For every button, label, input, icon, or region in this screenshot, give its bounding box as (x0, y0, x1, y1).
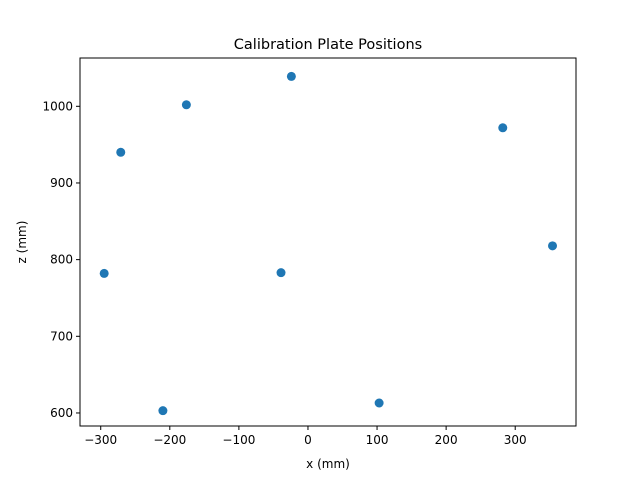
x-tick-label: −300 (84, 433, 117, 447)
data-point (548, 241, 558, 251)
data-point (374, 398, 384, 408)
data-point (158, 406, 168, 416)
data-point (286, 71, 296, 81)
y-axis-ticks: 600 700 800 900 1000 (42, 99, 80, 420)
x-tick-label: −100 (222, 433, 255, 447)
x-tick-label: 0 (304, 433, 312, 447)
chart-title: Calibration Plate Positions (234, 37, 422, 53)
data-point (181, 100, 191, 110)
x-axis-ticks: −300 −200 −100 0 100 200 300 (84, 426, 527, 447)
x-tick-label: 100 (366, 433, 389, 447)
data-point (498, 123, 508, 133)
x-tick-label: −200 (153, 433, 186, 447)
y-tick-label: 600 (50, 406, 73, 420)
data-point (99, 268, 109, 278)
data-points (99, 71, 558, 416)
y-tick-label: 900 (50, 176, 73, 190)
y-tick-label: 700 (50, 329, 73, 343)
y-tick-label: 800 (50, 253, 73, 267)
plot-frame (79, 57, 577, 427)
x-tick-label: 200 (435, 433, 458, 447)
y-axis-label: z (mm) (15, 221, 29, 264)
data-point (116, 147, 126, 157)
x-axis-label: x (mm) (306, 457, 350, 471)
data-point (276, 268, 286, 278)
y-tick-label: 1000 (42, 99, 73, 113)
x-tick-label: 300 (504, 433, 527, 447)
